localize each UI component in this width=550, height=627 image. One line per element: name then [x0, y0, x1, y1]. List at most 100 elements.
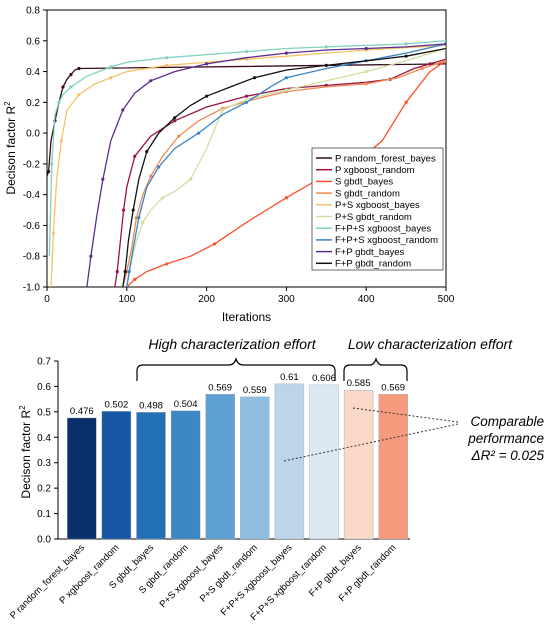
- line-point-s-gbdt-bayes: [212, 242, 217, 246]
- bar-value-label: 0.559: [243, 385, 267, 396]
- line-chart: -1.0 -0.8 -0.6 -0.4 -0.2 0.0 0.2 0.4 0.6 0.8 0 100…: [3, 6, 455, 325]
- line-point-p-random-forest-bayes: [69, 73, 73, 77]
- line-point-f-p-gbdt-bayes: [284, 51, 288, 55]
- line-series-f-p-s-xgboost-bayes: [48, 40, 446, 257]
- line-point-f-p-s-xgboost-bayes: [50, 162, 54, 166]
- bar-y-tick-label: 0.4: [37, 433, 51, 444]
- bar-y-tick-label: 0.5: [37, 407, 51, 418]
- line-point-f-p-s-xgboost-bayes: [324, 45, 328, 49]
- line-y-tick-label: -0.8: [23, 252, 41, 263]
- line-point-p-s-gbdt-random: [189, 177, 193, 181]
- legend-label-p-s-gbdt-random: P+S gbdt_random: [335, 212, 412, 223]
- line-point-p-xgboost-random: [173, 119, 177, 123]
- line-point-f-p-gbdt-bayes: [364, 46, 368, 51]
- legend-box: [311, 147, 444, 271]
- line-point-f-p-s-xgboost-random: [157, 165, 161, 169]
- legend-label-p-xgboost-random: P xgboost_random: [335, 165, 415, 176]
- comparison-annotation: Comparable performance ΔR² = 0.025: [283, 407, 545, 463]
- line-y-axis-title-text: Decison factor R: [4, 106, 18, 195]
- bar-f-p-gbdt-random: [378, 394, 408, 540]
- line-y-tick-label: 0.8: [26, 6, 40, 17]
- bar-y-axis-title-sup: 2: [18, 405, 27, 410]
- line-point-s-gbdt-random: [364, 82, 368, 86]
- line-y-tick-label: -0.6: [23, 221, 41, 232]
- bar-y-tick-label: 0.6: [37, 382, 51, 393]
- line-y-ticks: -1.0 -0.8 -0.6 -0.4 -0.2 0.0 0.2 0.4 0.6 0.8: [23, 6, 47, 294]
- bar-p-xgboost-random: [101, 411, 132, 540]
- line-point-p-random-forest-bayes: [77, 66, 81, 71]
- bar-y-tick-label: 0.0: [37, 535, 51, 546]
- line-point-p-xgboost-random: [428, 62, 432, 66]
- line-point-p-random-forest-bayes: [61, 85, 65, 89]
- line-y-axis-title-sup: 2: [3, 101, 12, 106]
- line-y-tick-label: 0.0: [26, 129, 40, 140]
- line-point-f-p-gbdt-random: [173, 116, 177, 120]
- bar-value-label: 0.502: [105, 399, 129, 410]
- annotation-line-upper: [352, 407, 459, 423]
- line-point-p-s-xgboost-bayes: [77, 93, 81, 97]
- line-point-f-p-s-xgboost-bayes: [165, 56, 169, 60]
- line-point-p-s-xgboost-bayes: [59, 139, 63, 143]
- line-point-s-gbdt-random: [134, 216, 138, 220]
- line-point-s-gbdt-random: [149, 174, 153, 178]
- annotation-line-3: ΔR² = 0.025: [471, 448, 545, 463]
- line-x-ticks: 0 100 200 300 400 500: [44, 287, 455, 305]
- line-point-f-p-s-xgboost-bayes: [404, 42, 408, 46]
- legend-label-s-gbdt-random: S gbdt_random: [335, 188, 400, 199]
- bar-value-label: 0.476: [70, 406, 94, 417]
- line-y-tick-label: -0.4: [23, 190, 41, 201]
- line-series-s-gbdt-bayes: [126, 60, 446, 287]
- line-point-s-gbdt-bayes: [284, 196, 288, 200]
- line-point-p-s-xgboost-bayes: [51, 231, 55, 235]
- bar-y-tick-label: 0.3: [37, 458, 51, 469]
- line-point-p-s-xgboost-bayes: [109, 76, 113, 80]
- line-point-f-p-gbdt-bayes: [149, 79, 153, 83]
- line-point-p-xgboost-random: [122, 208, 126, 212]
- line-x-tick-label: 100: [118, 294, 135, 305]
- bar-p-random-forest-bayes: [67, 417, 97, 540]
- bar-f-p-s-xgboost-random: [309, 384, 339, 540]
- line-point-f-p-s-xgboost-random: [197, 131, 201, 135]
- line-plot-frame: [46, 9, 447, 288]
- line-y-tick-label: 0.6: [26, 36, 40, 47]
- line-y-axis-title: Decison factor R2: [3, 101, 18, 195]
- line-series-f-p-gbdt-bayes: [86, 43, 446, 287]
- line-point-f-p-gbdt-bayes: [89, 254, 93, 258]
- bars: [67, 383, 408, 540]
- svg-text:Decison factor R2: Decison factor R2: [18, 405, 33, 499]
- line-point-p-s-gbdt-random: [284, 88, 288, 92]
- line-point-p-random-forest-bayes: [47, 169, 51, 174]
- line-point-f-p-s-xgboost-random: [127, 270, 131, 274]
- line-point-p-s-gbdt-random: [220, 108, 225, 112]
- bar-value-label: 0.498: [139, 400, 163, 411]
- line-point-s-gbdt-bayes: [165, 262, 169, 266]
- line-y-tick-label: 0.4: [26, 67, 40, 78]
- group-label-low: Low characterization effort: [348, 336, 513, 352]
- brace-high: [136, 357, 336, 381]
- line-point-f-p-s-xgboost-random: [244, 100, 249, 104]
- line-point-f-p-s-xgboost-random: [284, 76, 288, 80]
- line-series-p-s-gbdt-random: [126, 47, 446, 287]
- line-x-tick-label: 400: [358, 294, 375, 305]
- line-series-p-xgboost-random: [114, 58, 446, 287]
- legend-label-f-p-gbdt-bayes: F+P gbdt_bayes: [335, 247, 405, 258]
- line-point-f-p-gbdt-random: [131, 208, 135, 212]
- line-point-f-p-gbdt-bayes: [101, 177, 105, 181]
- bar-value-label: 0.569: [208, 382, 232, 393]
- bar-category-label: P+S xgboost_bayes: [158, 542, 226, 610]
- line-point-s-gbdt-random: [177, 134, 181, 138]
- line-y-tick-label: -1.0: [23, 283, 41, 294]
- line-y-tick-label: 0.2: [26, 98, 40, 109]
- line-point-f-p-s-xgboost-random: [137, 216, 141, 220]
- bar-value-label: 0.504: [174, 399, 198, 410]
- bar-value-label: 0.61: [280, 372, 299, 383]
- line-point-p-xgboost-random: [133, 154, 137, 158]
- line-point-f-p-s-xgboost-bayes: [69, 85, 73, 89]
- bar-p-s-xgboost-bayes: [205, 394, 235, 540]
- line-series-f-p-s-xgboost-random: [126, 43, 446, 287]
- bar-f-p-gbdt-bayes: [343, 390, 374, 540]
- brace-low: [343, 357, 408, 381]
- bar-value-label: 0.606: [312, 373, 336, 384]
